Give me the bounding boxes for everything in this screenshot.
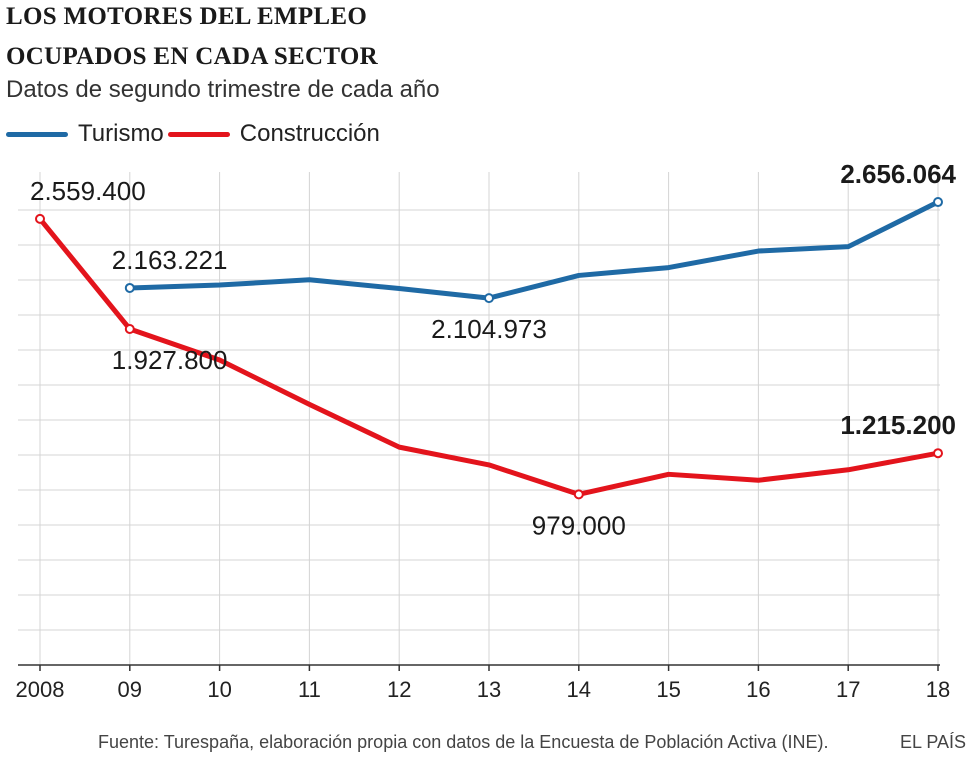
legend-label-construccion: Construcción — [239, 120, 380, 147]
legend-label-turismo: Turismo — [78, 120, 164, 147]
x-tick-label: 12 — [387, 677, 411, 702]
data-point-marker — [933, 197, 943, 208]
x-tick-label: 09 — [118, 677, 142, 702]
x-tick-label: 16 — [746, 677, 770, 702]
line-chart: 2008 09 10 11 12 13 14 15 16 17 18 2.559.400 2.163.2… — [16, 159, 957, 702]
data-point-marker — [573, 489, 584, 500]
data-label: 2.163.221 — [112, 245, 228, 275]
legend-item-turismo: Turismo — [6, 120, 164, 148]
x-tick-label: 13 — [477, 677, 501, 702]
chart-note: Datos de segundo trimestre de cada año — [6, 76, 440, 103]
legend-swatch-turismo — [6, 131, 68, 137]
x-tick-label: 14 — [567, 677, 591, 702]
data-point-marker — [124, 282, 135, 293]
legend-item-construccion: Construcción — [167, 120, 380, 148]
data-point-marker — [484, 293, 494, 304]
x-tick-label: 10 — [207, 677, 231, 702]
series-line-0 — [127, 199, 941, 301]
data-label: 1.215.200 — [840, 410, 956, 440]
chart-legend: Turismo Construcción — [6, 120, 384, 148]
data-point-marker — [124, 323, 135, 334]
data-point-marker — [35, 213, 45, 224]
series-line-1 — [37, 216, 941, 497]
x-tick-label: 18 — [926, 677, 950, 702]
data-label: 2.559.400 — [30, 176, 146, 206]
data-label: 2.104.973 — [431, 314, 547, 344]
legend-swatch-construccion — [167, 131, 230, 137]
x-tick-label: 11 — [298, 677, 321, 702]
x-tick-label: 2008 — [16, 677, 65, 702]
chart-title: LOS MOTORES DEL EMPLEO — [6, 3, 368, 30]
data-label: 1.927.800 — [112, 345, 228, 375]
data-point-marker — [933, 448, 943, 459]
data-label: 2.656.064 — [840, 159, 956, 189]
x-tick-label: 17 — [836, 677, 860, 702]
data-label: 979.000 — [532, 510, 626, 540]
chart-subtitle: OCUPADOS EN CADA SECTOR — [6, 43, 378, 70]
brand-label: EL PAÍS — [900, 732, 967, 752]
source-note: Fuente: Turespaña, elaboración propia co… — [98, 732, 829, 752]
x-tick-label: 15 — [656, 677, 680, 702]
